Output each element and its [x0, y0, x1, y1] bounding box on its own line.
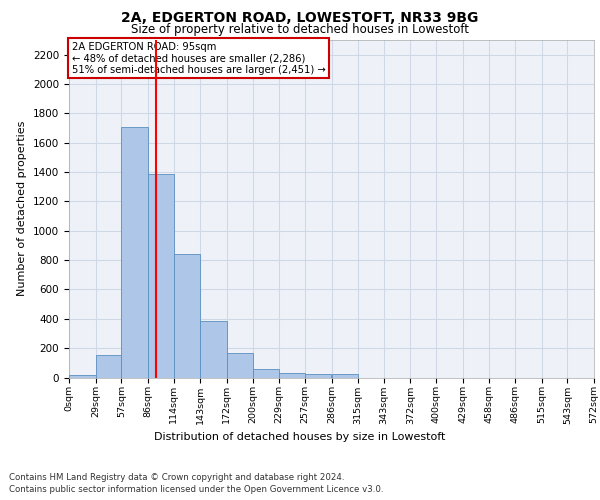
Bar [95, 355, 121, 378]
Bar [279, 373, 305, 378]
Text: Distribution of detached houses by size in Lowestoft: Distribution of detached houses by size … [154, 432, 446, 442]
Bar [331, 374, 358, 378]
Bar [253, 368, 279, 378]
Bar [148, 174, 173, 378]
Text: Contains HM Land Registry data © Crown copyright and database right 2024.: Contains HM Land Registry data © Crown c… [9, 472, 344, 482]
Bar [227, 354, 253, 378]
Bar [121, 126, 148, 378]
Text: 2A EDGERTON ROAD: 95sqm
← 48% of detached houses are smaller (2,286)
51% of semi: 2A EDGERTON ROAD: 95sqm ← 48% of detache… [71, 42, 325, 75]
Bar [200, 321, 227, 378]
Y-axis label: Number of detached properties: Number of detached properties [17, 121, 28, 296]
Text: 2A, EDGERTON ROAD, LOWESTOFT, NR33 9BG: 2A, EDGERTON ROAD, LOWESTOFT, NR33 9BG [121, 11, 479, 25]
Bar [69, 376, 95, 378]
Bar [173, 254, 200, 378]
Text: Contains public sector information licensed under the Open Government Licence v3: Contains public sector information licen… [9, 485, 383, 494]
Text: Size of property relative to detached houses in Lowestoft: Size of property relative to detached ho… [131, 22, 469, 36]
Bar [305, 374, 331, 378]
